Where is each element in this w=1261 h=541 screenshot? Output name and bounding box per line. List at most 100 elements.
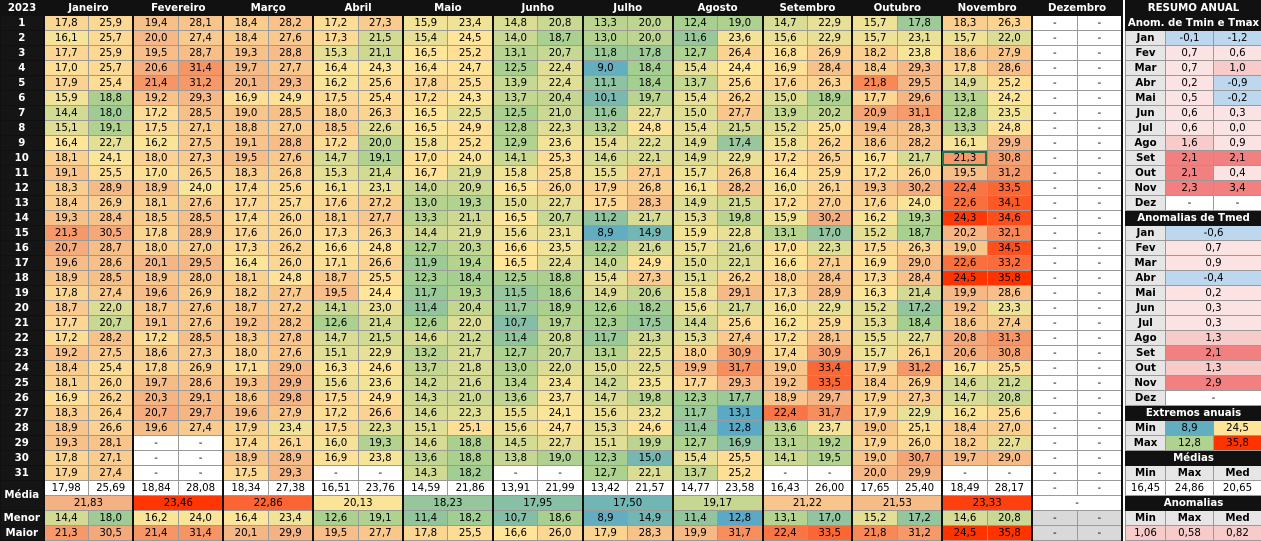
tmax-cell[interactable]: 23,6	[538, 136, 583, 151]
anom-tmed-cell[interactable]: 0,3	[1166, 301, 1261, 316]
tmax-cell[interactable]: 23,6	[718, 31, 763, 46]
tmin-cell[interactable]: 19,7	[133, 376, 178, 391]
tmax-cell[interactable]: 17,0	[807, 226, 852, 241]
tmax-cell[interactable]: 28,2	[897, 136, 942, 151]
tmax-cell[interactable]: 28,1	[88, 436, 133, 451]
tmax-cell[interactable]: 22,0	[987, 31, 1032, 46]
tmax-cell[interactable]: 25,2	[448, 46, 493, 61]
tmin-cell[interactable]: 14,0	[403, 181, 448, 196]
tmin-cell[interactable]: 15,4	[673, 91, 718, 106]
tmax-cell[interactable]: -	[1077, 241, 1122, 256]
tmin-cell[interactable]: -	[1032, 256, 1077, 271]
tmin-cell[interactable]: 20,2	[942, 226, 987, 241]
tmin-cell[interactable]: 17,8	[133, 226, 178, 241]
tmax-cell[interactable]: 28,3	[628, 526, 673, 541]
tmax-cell[interactable]: 25,6	[718, 316, 763, 331]
media-tmax-cell[interactable]: 23,58	[718, 481, 763, 496]
tmin-cell[interactable]: 20,9	[852, 106, 897, 121]
tmax-cell[interactable]: 18,8	[88, 91, 133, 106]
tmin-cell[interactable]: -	[1032, 196, 1077, 211]
tmin-cell[interactable]: 18,9	[133, 271, 178, 286]
tmax-cell[interactable]: -	[1077, 361, 1122, 376]
tmax-cell[interactable]: 22,5	[628, 361, 673, 376]
tmax-cell[interactable]: 19,3	[448, 286, 493, 301]
tmin-cell[interactable]: 18,3	[942, 16, 987, 31]
tmax-cell[interactable]: 13,1	[718, 406, 763, 421]
tmax-cell[interactable]: 25,1	[897, 421, 942, 436]
tmin-cell[interactable]: 17,2	[313, 406, 358, 421]
tmax-cell[interactable]: 22,0	[448, 316, 493, 331]
tmin-cell[interactable]: 11,4	[673, 421, 718, 436]
tmin-cell[interactable]: 13,1	[942, 91, 987, 106]
tmax-cell[interactable]: 25,9	[88, 16, 133, 31]
tmin-cell[interactable]: 17,5	[133, 121, 178, 136]
tmin-cell[interactable]: 19,6	[223, 406, 268, 421]
tmin-cell[interactable]: 15,1	[313, 346, 358, 361]
tmax-cell[interactable]: 12,8	[718, 511, 763, 526]
tmin-cell[interactable]: 17,8	[403, 76, 448, 91]
tmin-cell[interactable]: 21,4	[133, 526, 178, 541]
extremo-tmax-cell[interactable]: 35,8	[1214, 436, 1261, 451]
tmax-cell[interactable]: 29,3	[897, 61, 942, 76]
tmin-cell[interactable]: 22,4	[763, 406, 808, 421]
tmin-cell[interactable]: 17,6	[313, 196, 358, 211]
tmin-cell[interactable]: 14,1	[313, 301, 358, 316]
tmax-cell[interactable]: 26,2	[268, 241, 313, 256]
tmin-cell[interactable]: 17,9	[852, 406, 897, 421]
tmin-cell[interactable]: 14,2	[583, 376, 628, 391]
tmin-cell[interactable]: 15,3	[673, 211, 718, 226]
tmin-cell[interactable]: 15,4	[403, 31, 448, 46]
tmax-cell[interactable]: 29,9	[987, 136, 1032, 151]
tmin-cell[interactable]: 13,3	[583, 16, 628, 31]
tmax-cell[interactable]: 28,6	[987, 286, 1032, 301]
tmax-cell[interactable]: 21,5	[358, 31, 403, 46]
tmin-cell[interactable]: -	[1032, 316, 1077, 331]
tmin-cell[interactable]: 18,6	[133, 346, 178, 361]
media-avg-cell[interactable]: 23,33	[942, 496, 1032, 511]
tmax-cell[interactable]: 24,7	[448, 61, 493, 76]
anom-tmin-cell[interactable]: 0,7	[1166, 46, 1214, 61]
tmin-cell[interactable]: -	[1032, 301, 1077, 316]
tmax-cell[interactable]: 20,7	[88, 316, 133, 331]
media-tmin-cell[interactable]: 13,42	[583, 481, 628, 496]
tmin-cell[interactable]: 13,6	[403, 451, 448, 466]
tmin-cell[interactable]: 21,4	[133, 76, 178, 91]
tmax-cell[interactable]: 22,9	[897, 406, 942, 421]
tmin-cell[interactable]: 13,1	[763, 511, 808, 526]
tmin-cell[interactable]: 19,6	[133, 421, 178, 436]
tmin-cell[interactable]: 16,1	[942, 136, 987, 151]
tmin-cell[interactable]: 11,7	[583, 331, 628, 346]
tmin-cell[interactable]: 12,3	[583, 316, 628, 331]
tmin-cell[interactable]: 12,3	[403, 271, 448, 286]
tmin-cell[interactable]: -	[1032, 211, 1077, 226]
tmax-cell[interactable]: 21,6	[628, 241, 673, 256]
tmin-cell[interactable]: -	[1032, 271, 1077, 286]
tmin-cell[interactable]: 22,6	[942, 196, 987, 211]
tmax-cell[interactable]: 28,4	[897, 271, 942, 286]
media-avg-cell[interactable]: -	[1032, 496, 1122, 511]
tmax-cell[interactable]: 31,2	[987, 166, 1032, 181]
tmin-cell[interactable]: 16,3	[313, 361, 358, 376]
tmax-cell[interactable]: 23,1	[538, 226, 583, 241]
media-avg-cell[interactable]: 21,53	[852, 496, 942, 511]
media-tmin-cell[interactable]: 14,77	[673, 481, 718, 496]
tmin-cell[interactable]: 14,1	[763, 451, 808, 466]
tmax-cell[interactable]: 23,0	[358, 301, 403, 316]
tmin-cell[interactable]: 19,5	[133, 46, 178, 61]
tmin-cell[interactable]: 20,8	[942, 331, 987, 346]
tmin-cell[interactable]: 18,0	[763, 271, 808, 286]
tmax-cell[interactable]: 25,0	[807, 121, 852, 136]
tmin-cell[interactable]: 17,2	[403, 91, 448, 106]
tmin-cell[interactable]: 16,0	[763, 301, 808, 316]
anom-tmin-cell[interactable]: 0,2	[1166, 76, 1214, 91]
tmin-cell[interactable]: 19,2	[133, 91, 178, 106]
tmin-cell[interactable]: -	[493, 466, 538, 481]
tmax-cell[interactable]: 29,0	[897, 256, 942, 271]
tmin-cell[interactable]: 13,1	[763, 226, 808, 241]
tmin-cell[interactable]: 15,5	[493, 406, 538, 421]
tmax-cell[interactable]: 21,1	[358, 46, 403, 61]
tmax-cell[interactable]: 30,5	[88, 526, 133, 541]
tmin-cell[interactable]: 12,7	[673, 436, 718, 451]
tmin-cell[interactable]: 14,6	[942, 376, 987, 391]
tmin-cell[interactable]: 18,2	[223, 286, 268, 301]
